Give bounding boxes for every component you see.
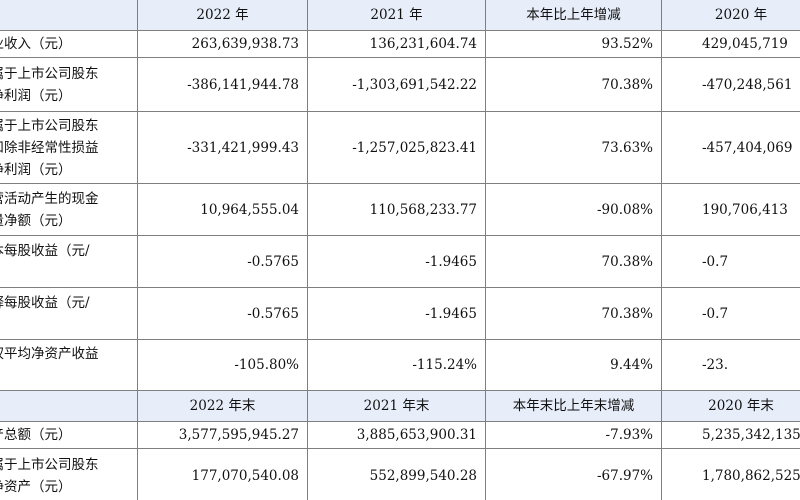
table-cell: 10,964,555.04 [137, 183, 308, 236]
table-row: 归属于上市公司股东 的扣除非经常性损益 的净利润（元） -331,421,999… [0, 111, 800, 184]
table-cell: -1,303,691,542.22 [307, 57, 486, 112]
table-cell: -7.93% [485, 421, 662, 449]
table-cell: -331,421,999.43 [137, 111, 308, 184]
header-cell-blank [0, 0, 138, 31]
table-row: 营业收入（元） 263,639,938.73 136,231,604.74 93… [0, 30, 800, 58]
row-label-line: 的净利润（元） [0, 87, 72, 104]
row-label-line: 稀释每股收益（元/ [0, 294, 90, 311]
table-cell: -1.9465 [307, 235, 486, 288]
table-cell: -470,248,561 [661, 57, 800, 112]
table-row: 归属于上市公司股东 的净利润（元） -386,141,944.78 -1,303… [0, 57, 800, 112]
table-cell: 552,899,540.28 [307, 448, 486, 500]
table-row: 加权平均净资产收益 率 -105.80% -115.24% 9.44% -23. [0, 339, 800, 391]
row-label: 资产总额（元） [0, 421, 138, 449]
row-label-line: 归属于上市公司股东 [0, 65, 99, 82]
table-cell: 93.52% [485, 30, 662, 58]
row-label-line: 归属于上市公司股东 [0, 117, 99, 134]
row-label: 加权平均净资产收益 率 [0, 339, 138, 391]
table-cell: 3,577,595,945.27 [137, 421, 308, 449]
table-cell: -386,141,944.78 [137, 57, 308, 112]
table-cell: -0.7 [661, 287, 800, 340]
table-cell: -1.9465 [307, 287, 486, 340]
header-cell-2021: 2021 年 [307, 0, 486, 31]
row-label-line: 归属于上市公司股东 [0, 456, 99, 473]
table-cell: 70.38% [485, 287, 662, 340]
row-label: 营业收入（元） [0, 30, 138, 58]
header-cell-2020-end: 2020 年末 [661, 390, 800, 422]
table-cell: -67.97% [485, 448, 662, 500]
table-cell: 70.38% [485, 235, 662, 288]
table-cell: -1,257,025,823.41 [307, 111, 486, 184]
table-cell: 190,706,413 [661, 183, 800, 236]
table-cell: 263,639,938.73 [137, 30, 308, 58]
table-cell: -0.7 [661, 235, 800, 288]
table-row: 经营活动产生的现金 流量净额（元） 10,964,555.04 110,568,… [0, 183, 800, 236]
row-label: 归属于上市公司股东 的扣除非经常性损益 的净利润（元） [0, 111, 138, 184]
table-cell: 110,568,233.77 [307, 183, 486, 236]
table-cell: 9.44% [485, 339, 662, 391]
header-cell-2022-end: 2022 年末 [137, 390, 308, 422]
table-cell: 5,235,342,135 [661, 421, 800, 449]
table-header-row: 2022 年末 2021 年末 本年末比上年末增减 2020 年末 [0, 390, 800, 422]
header-cell-blank [0, 390, 138, 422]
row-label: 稀释每股收益（元/ 股） [0, 287, 138, 340]
table-row: 稀释每股收益（元/ 股） -0.5765 -1.9465 70.38% -0.7 [0, 287, 800, 340]
row-label-line: 经营活动产生的现金 [0, 190, 99, 207]
table-cell: -23. [661, 339, 800, 391]
table-row: 归属于上市公司股东 的净资产（元） 177,070,540.08 552,899… [0, 448, 800, 500]
row-label-line: 股） [0, 262, 133, 284]
row-label: 归属于上市公司股东 的净资产（元） [0, 448, 138, 500]
row-label-line: 基本每股收益（元/ [0, 242, 90, 259]
row-label-line: 加权平均净资产收益 [0, 346, 99, 362]
row-label: 归属于上市公司股东 的净利润（元） [0, 57, 138, 112]
header-cell-change-end: 本年末比上年末增减 [485, 390, 662, 422]
table-cell: -115.24% [307, 339, 486, 391]
header-cell-2020: 2020 年 [661, 0, 800, 31]
row-label-line: 率 [0, 365, 133, 387]
table-row: 资产总额（元） 3,577,595,945.27 3,885,653,900.3… [0, 421, 800, 449]
table-header-row: 2022 年 2021 年 本年比上年增减 2020 年 [0, 0, 800, 31]
header-cell-change: 本年比上年增减 [485, 0, 662, 31]
row-label-line: 股） [0, 314, 133, 336]
table-cell: 136,231,604.74 [307, 30, 486, 58]
table-cell: 1,780,862,525 [661, 448, 800, 500]
table-cell: -0.5765 [137, 287, 308, 340]
table-cell: 429,045,719 [661, 30, 800, 58]
row-label-line: 的净资产（元） [0, 478, 72, 495]
header-cell-2021-end: 2021 年末 [307, 390, 486, 422]
header-cell-2022: 2022 年 [137, 0, 308, 31]
row-label-line: 的扣除非经常性损益 [0, 139, 99, 156]
table-cell: -90.08% [485, 183, 662, 236]
table-cell: 177,070,540.08 [137, 448, 308, 500]
table-cell: 70.38% [485, 57, 662, 112]
table-cell: 73.63% [485, 111, 662, 184]
table-cell: -105.80% [137, 339, 308, 391]
row-label-line: 营业收入（元） [0, 36, 72, 52]
row-label-line: 资产总额（元） [0, 427, 72, 443]
row-label: 经营活动产生的现金 流量净额（元） [0, 183, 138, 236]
table-cell: -457,404,069 [661, 111, 800, 184]
row-label-line: 的净利润（元） [0, 161, 72, 178]
row-label-line: 流量净额（元） [0, 212, 72, 229]
table-row: 基本每股收益（元/ 股） -0.5765 -1.9465 70.38% -0.7 [0, 235, 800, 288]
table-cell: -0.5765 [137, 235, 308, 288]
table-cell: 3,885,653,900.31 [307, 421, 486, 449]
row-label: 基本每股收益（元/ 股） [0, 235, 138, 288]
